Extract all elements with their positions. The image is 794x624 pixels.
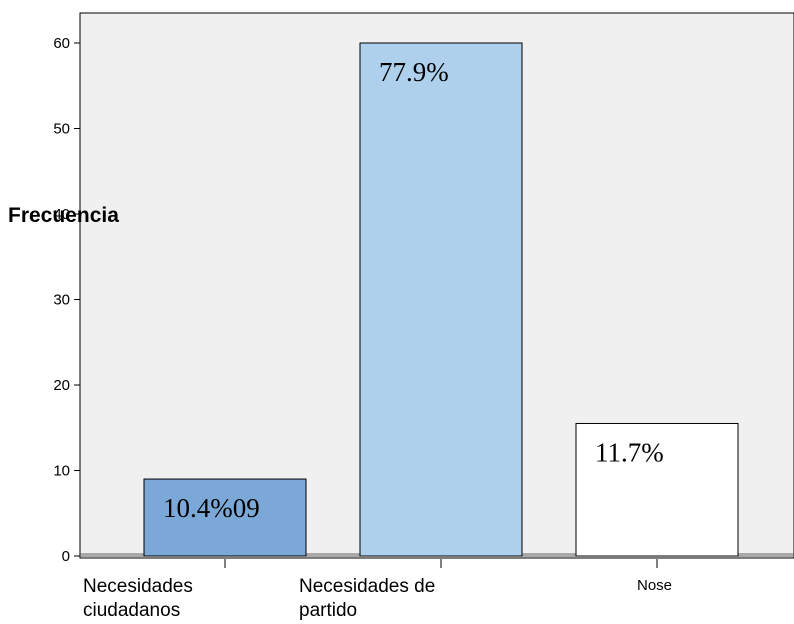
y-tick-label: 20 <box>53 377 70 394</box>
y-tick-label: 0 <box>62 548 70 565</box>
y-tick-label: 40 <box>53 206 70 223</box>
bar <box>575 422 739 557</box>
y-tick-label: 10 <box>53 463 70 480</box>
x-tick-label: Necesidades de <box>299 576 435 597</box>
data-label: 10.4%09 <box>163 493 260 523</box>
data-labels: 10.4%09 77.9% 11.7% <box>163 57 664 523</box>
data-label: 11.7% <box>595 437 664 467</box>
y-tick-label: 30 <box>53 292 70 309</box>
bars <box>143 42 739 557</box>
y-tick-label: 60 <box>53 35 70 52</box>
y-axis-label: Frecuencia <box>8 204 119 227</box>
y-tick-label: 50 <box>53 121 70 138</box>
x-tick-label: ciudadanos <box>83 600 180 621</box>
x-tick-label: Nose <box>637 577 672 594</box>
data-label: 77.9% <box>379 57 449 87</box>
bar <box>359 42 523 557</box>
x-tick-label: Necesidades <box>83 576 193 597</box>
x-tick-label: partido <box>299 600 357 621</box>
bar <box>143 478 307 557</box>
